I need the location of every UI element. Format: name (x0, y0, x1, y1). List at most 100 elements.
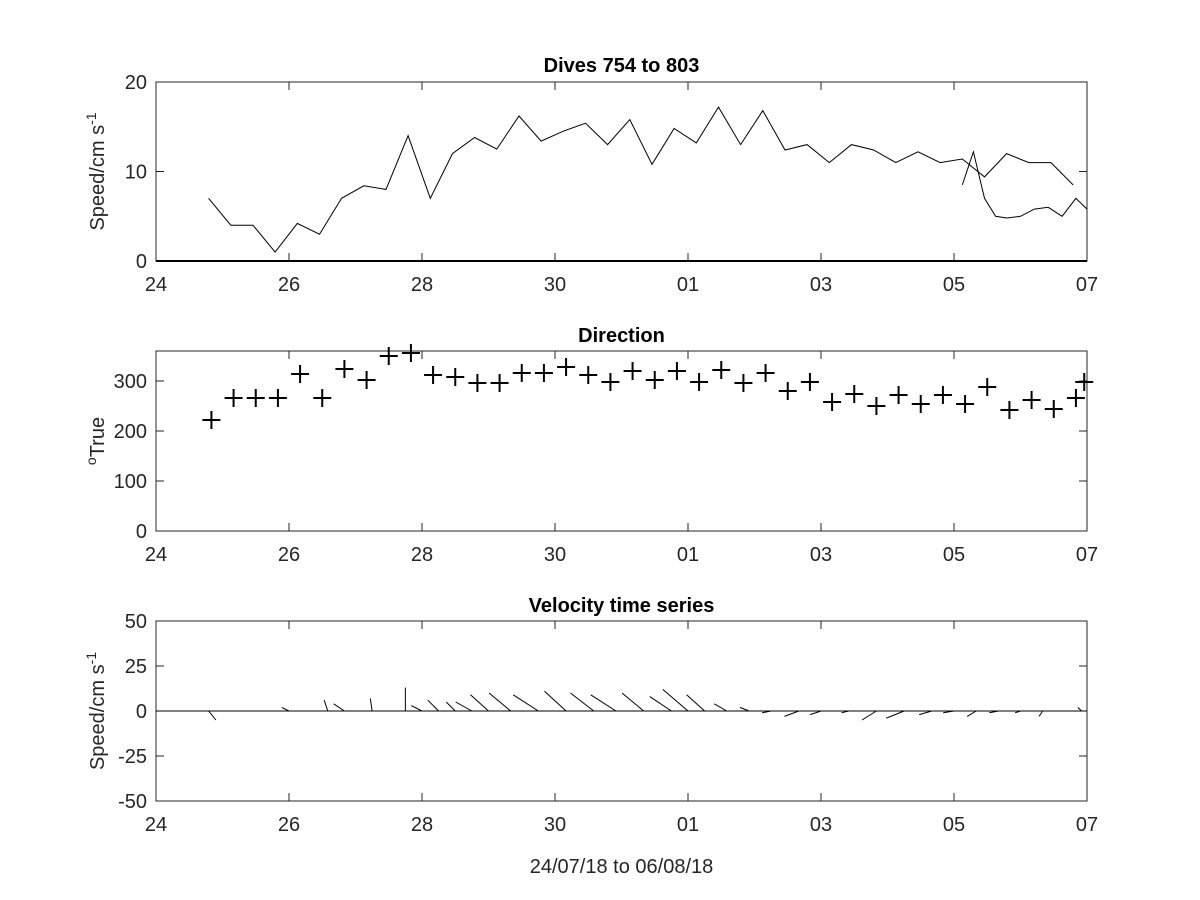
direction-xtick-label: 24 (145, 544, 167, 566)
velocity-panel-ylabel: Speed/cm s-1 (83, 652, 109, 770)
speed-series-line-0 (208, 106, 1074, 253)
direction-xtick-label: 03 (810, 544, 832, 566)
velocity-velocity-stick (762, 710, 772, 714)
direction-plus-marker (512, 364, 531, 382)
direction-plus-marker (1044, 400, 1063, 418)
speed-ylabel-text: Speed/cm s (87, 125, 109, 231)
direction-plus-marker (778, 382, 797, 400)
velocity-velocity-stick (713, 703, 728, 712)
velocity-velocity-stick (323, 700, 329, 712)
direction-plus-marker (690, 373, 709, 391)
velocity-velocity-stick (943, 710, 955, 714)
velocity-xtick-label: 05 (943, 814, 965, 836)
direction-plus-marker (379, 347, 398, 365)
direction-plus-marker (424, 366, 443, 384)
direction-xtick-label: 05 (943, 544, 965, 566)
velocity-xtick-label: 01 (677, 814, 699, 836)
direction-plus-marker (800, 373, 819, 391)
direction-plus-marker (889, 386, 908, 404)
velocity-velocity-stick (885, 710, 905, 719)
direction-plus-marker (667, 362, 686, 380)
velocity-velocity-stick (544, 690, 567, 712)
direction-ylabel-superscript: o (83, 457, 99, 465)
direction-axes-frame (155, 350, 1088, 532)
direction-plus-marker (823, 393, 842, 411)
velocity-velocity-stick (281, 706, 290, 712)
velocity-velocity-stick (686, 694, 705, 712)
direction-plus-marker (357, 371, 376, 389)
direction-plus-marker (268, 389, 287, 407)
velocity-ytick-label: 25 (125, 656, 147, 678)
speed-ytick-label: 10 (125, 162, 147, 184)
direction-plus-marker (601, 373, 620, 391)
direction-plus-marker (579, 366, 598, 384)
direction-plus-marker (291, 365, 310, 383)
speed-series-line-1 (961, 149, 1088, 219)
velocity-xtick-label: 28 (411, 814, 433, 836)
direction-ytick-label: 300 (114, 371, 147, 393)
velocity-velocity-stick (649, 696, 672, 712)
direction-xtick-label: 30 (544, 544, 566, 566)
direction-plus-marker (845, 385, 864, 403)
direction-plus-marker (313, 389, 332, 407)
speed-xtick-label: 28 (411, 274, 433, 296)
speed-panel-ylabel: Speed/cm s-1 (83, 112, 109, 230)
speed-panel-title: Dives 754 to 803 (544, 55, 700, 77)
direction-plus-marker (712, 361, 731, 379)
velocity-velocity-stick (621, 692, 644, 712)
velocity-velocity-stick (488, 692, 511, 712)
velocity-velocity-stick (470, 694, 489, 712)
velocity-velocity-stick (784, 710, 800, 717)
speed-xtick-label: 24 (145, 274, 167, 296)
direction-panel: Direction oTrue 24 26 28 30 01 03 05 07 0 100 200 3… (83, 325, 1098, 566)
velocity-velocity-stick (570, 692, 595, 712)
direction-plus-marker (1000, 401, 1019, 419)
velocity-velocity-stick (1077, 707, 1082, 712)
speed-xtick-label: 26 (278, 274, 300, 296)
direction-plus-marker (202, 411, 221, 429)
velocity-xtick-label: 30 (544, 814, 566, 836)
direction-xtick-label: 26 (278, 544, 300, 566)
direction-plus-marker (623, 362, 642, 380)
velocity-ylabel-superscript: -1 (83, 652, 99, 665)
velocity-panel-title: Velocity time series (529, 595, 715, 617)
velocity-velocity-stick (739, 706, 750, 712)
velocity-velocity-stick (841, 710, 849, 714)
velocity-velocity-stick (1014, 710, 1021, 714)
direction-panel-ylabel: oTrue (83, 417, 109, 465)
velocity-velocity-stick (1038, 710, 1044, 717)
velocity-panel: Velocity time series Speed/cm s-1 24/07/… (83, 595, 1098, 878)
velocity-velocity-stick (208, 710, 217, 721)
direction-plus-marker (335, 360, 354, 378)
velocity-velocity-stick (369, 698, 373, 712)
velocity-ytick-label: -25 (118, 746, 147, 768)
velocity-velocity-stick (810, 710, 822, 716)
velocity-xtick-label: 26 (278, 814, 300, 836)
velocity-ytick-label: -50 (118, 791, 147, 813)
velocity-velocity-stick (966, 710, 977, 717)
direction-plus-marker (557, 358, 576, 376)
velocity-velocity-stick (989, 710, 999, 714)
velocity-velocity-stick (445, 701, 456, 712)
direction-plus-marker (468, 374, 487, 392)
direction-plus-marker (534, 364, 553, 382)
velocity-ytick-label: 0 (136, 701, 147, 723)
speed-xtick-label: 30 (544, 274, 566, 296)
speed-ytick-label: 0 (136, 251, 147, 273)
direction-plus-marker (756, 364, 775, 382)
velocity-velocity-stick (919, 710, 932, 716)
velocity-velocity-stick (333, 703, 345, 712)
direction-plus-marker (446, 368, 465, 386)
direction-plus-marker (867, 397, 886, 415)
direction-ytick-label: 0 (136, 521, 147, 543)
direction-plus-marker (490, 374, 509, 392)
velocity-ylabel-text: Speed/cm s (87, 664, 109, 770)
velocity-velocity-stick (590, 694, 617, 712)
speed-xtick-label: 05 (943, 274, 965, 296)
velocity-velocity-stick (861, 710, 877, 721)
direction-plus-marker (1075, 373, 1094, 391)
direction-plus-marker (933, 386, 952, 404)
velocity-velocity-stick (512, 694, 539, 712)
